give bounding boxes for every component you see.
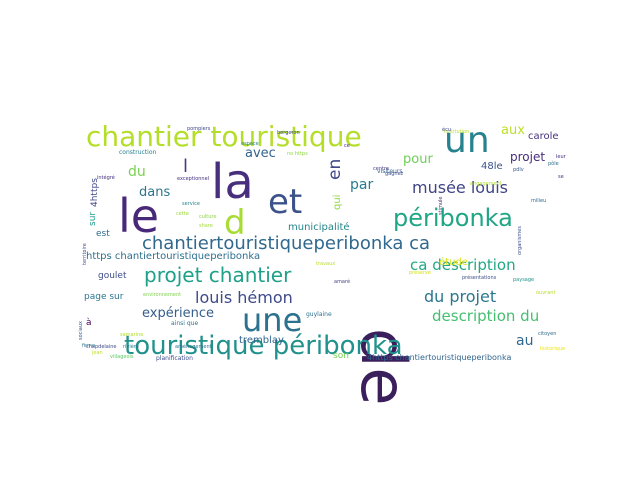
cloud-word: leur [556,154,567,160]
cloud-word: présentations [462,274,497,281]
cloud-word: travaux [316,261,335,267]
cloud-word: touristique péribonka [124,331,403,361]
cloud-word: citoyen [538,331,556,337]
cloud-word: culture [199,214,216,220]
cloud-word: expérience [142,306,214,321]
cloud-word: louis hémon [195,288,293,307]
cloud-word: centre [373,166,389,172]
cloud-word: organismes [517,226,523,255]
cloud-word: la [211,154,254,210]
cloud-word: amaré [334,278,350,285]
cloud-word: intégré [97,174,115,181]
cloud-word: pompiers [187,126,211,132]
cloud-word: https chantiertouristiqueperibonka [86,251,260,262]
cloud-word: visiteurs [377,168,402,175]
cloud-word: paysage [513,277,534,283]
cloud-word: goulet [98,271,127,281]
cloud-word: chapdelaine [86,344,117,350]
cloud-word: d [224,203,246,243]
cloud-word: péribonka [393,204,513,232]
cloud-word: villageois [110,354,134,360]
cloud-word: chantiertouristiqueperibonka ca [142,233,430,254]
cloud-word: carole [528,131,559,142]
cloud-word: se [558,174,564,180]
cloud-word: description du [432,307,539,325]
cloud-word: service [182,201,200,207]
cloud-word: municipalité [288,221,350,233]
cloud-word: no https [287,151,308,157]
cloud-word: projet [510,150,545,164]
cloud-word: territoire [82,243,88,265]
cloud-word: planification [156,355,193,362]
cloud-word: au [516,333,533,349]
cloud-word: stimule [438,197,444,215]
cloud-word: tremblay [239,335,284,346]
cloud-word: est [96,229,110,239]
cloud-word: jean [91,350,103,356]
cloud-word: share [199,223,213,229]
cloud-word: rivière [123,343,139,350]
cloud-word: bergeron [277,130,300,136]
cloud-word: gagnez [385,171,404,177]
cloud-word: cette [176,211,189,217]
cloud-word: page sur [84,292,124,302]
cloud-word: du [128,164,146,180]
cloud-word: en [325,159,345,180]
cloud-word: historique [540,346,565,352]
cloud-word: un [444,120,490,161]
cloud-word: avec [245,146,276,161]
cloud-word: engagement [470,181,502,187]
cloud-word: préservé [409,269,431,276]
cloud-word: par [350,177,373,193]
cloud-word: à [86,318,92,328]
cloud-word: guylaine [306,311,332,318]
cloud-word: pdlv [513,167,524,173]
cloud-word: 4https [90,178,100,207]
cloud-word: firme [82,343,95,349]
cloud-word: pour [403,152,433,167]
cloud-word: samarine [120,332,143,338]
cloud-word: l [183,156,188,177]
cloud-word: de [347,328,420,406]
cloud-word: étude [439,256,468,268]
cloud-word: aménagement [175,343,212,350]
cloud-word: pôle [548,160,559,167]
cloud-word: construction [119,149,157,156]
cloud-word: une [242,301,302,339]
cloud-word: et [268,182,302,222]
cloud-background [120,120,520,360]
cloud-word: projet chantier [144,263,292,287]
cloud-word: écu [442,126,451,133]
cloud-word: qui [332,195,343,210]
cloud-word: ouvrant [536,290,555,296]
cloud-word: environnement [143,292,181,298]
cloud-word: 4https chantiertouristiqueperibonka [367,353,511,362]
cloud-word: chantier touristique [86,120,362,153]
cloud-word: espace [241,141,259,147]
cloud-word: sur [88,212,98,226]
cloud-word: milieu [531,198,546,204]
cloud-word: ce [344,143,350,149]
cloud-word: institution [444,129,469,135]
cloud-word: aux [501,123,525,138]
cloud-word: dans [139,185,170,200]
cloud-word: musée louis [412,178,508,197]
cloud-word: 48le [481,161,503,172]
cloud-word: sociaux [78,321,84,340]
cloud-word: son [333,351,349,361]
cloud-word: exceptionnel [177,176,209,182]
cloud-word: du projet [424,287,496,306]
cloud-word: ca description [410,256,516,274]
cloud-word: le [118,189,159,243]
cloud-word: ainsi que [171,320,198,327]
